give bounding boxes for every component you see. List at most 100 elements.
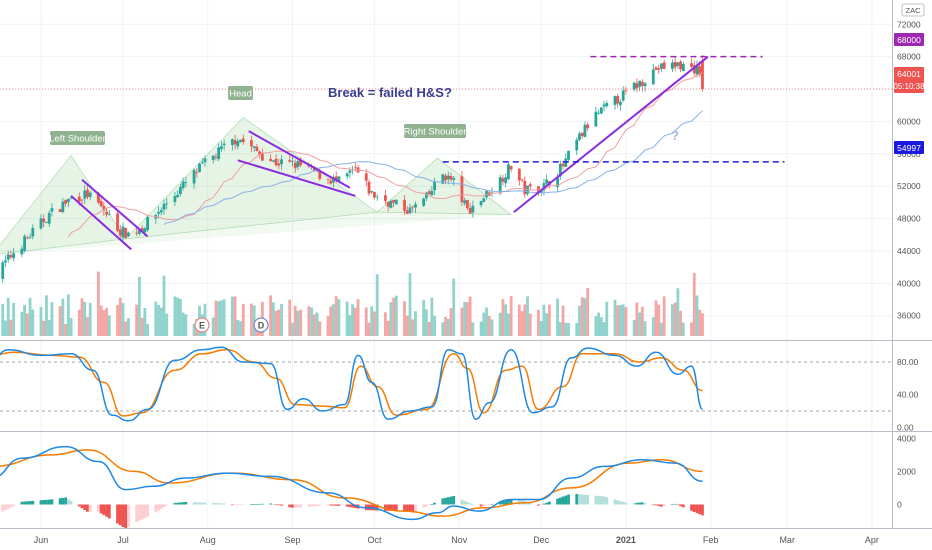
stochastic-panel	[0, 346, 892, 422]
candle-body	[671, 62, 674, 69]
volume-bar	[580, 297, 584, 336]
volume-bar	[277, 309, 281, 336]
volume-bar	[698, 309, 702, 336]
volume-bar	[88, 302, 92, 336]
earnings-marker[interactable]: E	[194, 317, 210, 333]
macd-histogram-bar	[433, 502, 436, 505]
macd-histogram-bar	[542, 503, 546, 505]
time-tick-label: Jul	[117, 535, 129, 545]
candle-body	[334, 176, 338, 180]
volume-bar	[460, 307, 464, 336]
candle-body	[367, 181, 371, 194]
price-tick-label: 72000	[897, 19, 921, 29]
volume-bar	[485, 307, 488, 336]
macd-histogram-bar	[690, 504, 693, 511]
candle-body	[140, 228, 144, 231]
candle-body	[651, 69, 655, 85]
volume-bar	[25, 313, 29, 336]
macd-histogram-bar	[482, 504, 486, 507]
candle-body	[345, 173, 349, 177]
volume-bar	[220, 300, 223, 336]
symbol-badge-text: ZAC	[906, 6, 922, 15]
macd-histogram-bar	[640, 502, 644, 505]
volume-bar	[548, 304, 551, 336]
macd-histogram-bar	[312, 504, 316, 507]
volume-bar	[23, 304, 26, 336]
macd-histogram-bar	[1, 504, 5, 512]
volume-bar	[575, 322, 579, 336]
macd-histogram-bar	[271, 504, 275, 505]
right-shoulder-label: Right Shoulder	[404, 127, 467, 138]
macd-histogram-bar	[230, 504, 234, 506]
macd-histogram-bar	[485, 504, 488, 506]
flag-line-upper-2	[248, 130, 351, 189]
macd-histogram-bar	[701, 504, 704, 516]
candle-body	[394, 199, 398, 205]
macd-histogram-bar	[594, 495, 598, 505]
symbol-badge[interactable]: ZAC	[901, 3, 925, 17]
macd-histogram-bar	[679, 504, 682, 507]
stoch-tick-label: 0.00	[897, 422, 914, 432]
macd-histogram-bar	[635, 502, 639, 505]
volume-bar	[586, 287, 590, 336]
time-axis[interactable]: Jun Jul Aug Sep Oct Nov Dec 2021 Feb Mar Apr	[34, 535, 879, 545]
price-tick-label: 48000	[897, 214, 921, 224]
macd-signal-line	[0, 449, 703, 517]
volume-bar	[597, 312, 600, 336]
macd-histogram-bar	[66, 499, 70, 505]
volume-bar	[222, 299, 226, 336]
volume-bar	[444, 316, 447, 336]
candle-body	[681, 64, 685, 71]
volume-bar	[329, 306, 333, 336]
macd-histogram-bar	[146, 504, 149, 517]
macd-histogram-bar	[69, 501, 73, 505]
candle-body	[408, 207, 412, 214]
macd-histogram-bar	[241, 504, 245, 506]
macd-histogram-bar	[619, 501, 622, 505]
macd-histogram-bar	[274, 504, 278, 506]
volume-bar	[690, 322, 693, 336]
stoch-axis[interactable]: 80.00 40.00 0.00	[897, 357, 919, 432]
volume-bar	[635, 302, 639, 336]
volume-bar	[564, 322, 568, 336]
macd-histogram-bar	[165, 504, 169, 506]
macd-histogram-bar	[200, 502, 204, 505]
trend-drawings	[0, 55, 892, 251]
macd-histogram-bar	[86, 504, 89, 512]
macd-histogram-bar	[102, 504, 106, 516]
macd-histogram-bar	[334, 504, 338, 506]
macd-histogram-bar	[154, 504, 158, 513]
candle-body	[318, 171, 322, 179]
candle-body	[501, 178, 505, 182]
candle-body	[564, 158, 568, 167]
volume-bar	[638, 312, 641, 336]
candle-body	[337, 176, 341, 182]
price-tick-label: 36000	[897, 311, 921, 321]
last-price-text: 64001	[897, 69, 921, 79]
candle-body	[485, 190, 488, 198]
macd-histogram-bar	[64, 497, 67, 505]
candle-body	[640, 81, 644, 86]
volume-bar	[83, 301, 87, 336]
candle-body	[77, 196, 81, 202]
volume-bar	[1, 303, 5, 336]
candle-body	[498, 177, 502, 194]
dividend-marker[interactable]: D	[253, 317, 269, 333]
volume-bar	[452, 278, 456, 336]
volume-bar	[162, 275, 166, 336]
volume-bar	[561, 305, 565, 336]
macd-histogram-bar	[654, 504, 658, 506]
macd-histogram-bar	[599, 496, 603, 505]
candle-body	[460, 176, 464, 203]
volume-bar	[408, 273, 412, 336]
candle-body	[520, 179, 524, 181]
candle-body	[621, 90, 625, 101]
candle-body	[375, 196, 379, 198]
macd-axis[interactable]: 4000 2000 0	[897, 433, 916, 509]
candle-body	[326, 179, 330, 180]
candle-body	[39, 218, 43, 229]
macd-histogram-bar	[250, 504, 253, 505]
volume-bar	[127, 318, 130, 336]
candle-body	[239, 139, 242, 143]
